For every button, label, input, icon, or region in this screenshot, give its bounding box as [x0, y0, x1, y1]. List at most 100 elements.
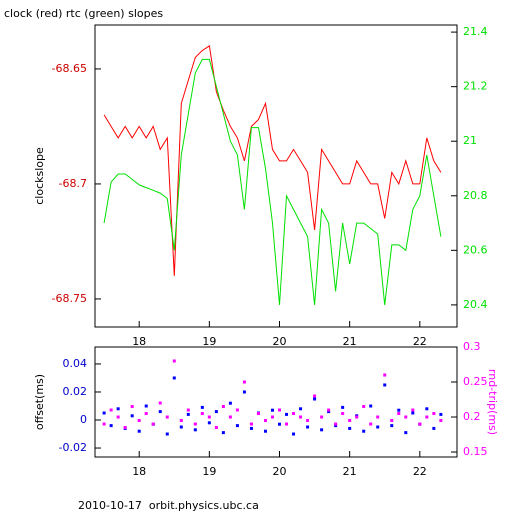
- scatter-point: [299, 415, 303, 419]
- scatter-point: [348, 419, 352, 423]
- scatter-point: [362, 405, 366, 409]
- scatter-point: [200, 412, 204, 416]
- scatter-point: [158, 401, 162, 405]
- scatter-point: [285, 412, 289, 416]
- scatter-point: [235, 424, 239, 428]
- scatter-point: [439, 419, 443, 423]
- scatter-point: [263, 419, 267, 423]
- scatter-point: [214, 426, 218, 430]
- scatter-point: [102, 411, 106, 415]
- scatter-point: [306, 425, 310, 429]
- scatter-point: [348, 426, 352, 430]
- y2-tick-label: 20.8: [463, 189, 488, 202]
- scatter-point: [186, 412, 190, 416]
- x-tick-label: 20: [273, 335, 287, 348]
- scatter-point: [425, 407, 429, 411]
- scatter-point: [165, 432, 169, 436]
- scatter-point: [299, 407, 303, 411]
- scatter-point: [207, 421, 211, 425]
- scatter-point: [242, 380, 246, 384]
- scatter-point: [418, 422, 422, 426]
- scatter-point: [242, 390, 246, 394]
- scatter-point: [341, 405, 345, 409]
- x-tick-label: 18: [132, 465, 146, 478]
- x-tick-label: 19: [202, 465, 216, 478]
- y2-tick-label: 20.6: [463, 243, 488, 256]
- scatter-point: [179, 425, 183, 429]
- scatter-point: [278, 422, 282, 426]
- y2-tick-label: 0.15: [463, 445, 488, 458]
- scatter-point: [334, 424, 338, 428]
- chart-title: clock (red) rtc (green) slopes: [4, 7, 163, 20]
- y-tick-label: 0.04: [63, 357, 88, 370]
- scatter-point: [383, 383, 387, 387]
- y2-tick-label: 21.4: [463, 25, 488, 38]
- y-tick-label: 0: [80, 413, 87, 426]
- y-tick-label: -0.02: [59, 441, 87, 454]
- scatter-point: [313, 397, 317, 401]
- scatter-point: [249, 422, 253, 426]
- scatter-point: [278, 408, 282, 412]
- scatter-point: [193, 422, 197, 426]
- x-tick-label: 21: [343, 335, 357, 348]
- scatter-point: [313, 394, 317, 398]
- scatter-point: [193, 428, 197, 432]
- scatter-point: [102, 422, 106, 426]
- scatter-point: [172, 376, 176, 380]
- scatter-point: [151, 422, 155, 426]
- scatter-point: [425, 415, 429, 419]
- scatter-point: [186, 408, 190, 412]
- scatter-point: [228, 415, 232, 419]
- scatter-point: [179, 419, 183, 423]
- y-tick-label: -68.7: [59, 177, 87, 190]
- scatter-point: [207, 415, 211, 419]
- scatter-point: [221, 431, 225, 435]
- scatter-point: [432, 426, 436, 430]
- y-axis-label: offset(ms): [33, 374, 46, 430]
- scatter-point: [432, 412, 436, 416]
- scatter-point: [172, 359, 176, 363]
- scatter-point: [341, 412, 345, 416]
- scatter-point: [116, 415, 120, 419]
- x-tick-label: 20: [273, 465, 287, 478]
- y2-tick-label: 21.2: [463, 80, 488, 93]
- scatter-point: [369, 422, 373, 426]
- scatter-point: [249, 426, 253, 430]
- line-series: [103, 58, 442, 305]
- scatter-point: [320, 415, 324, 419]
- scatter-point: [390, 424, 394, 428]
- y-axis-label: clockslope: [33, 147, 46, 205]
- scatter-point: [137, 429, 141, 433]
- scatter-point: [292, 432, 296, 436]
- scatter-point: [404, 431, 408, 435]
- scatter-point: [376, 425, 380, 429]
- scatter-point: [123, 426, 127, 430]
- scatter-point: [228, 401, 232, 405]
- x-tick-label: 18: [132, 335, 146, 348]
- scatter-point: [334, 422, 338, 426]
- scatter-point: [109, 424, 113, 428]
- scatter-point: [270, 415, 274, 419]
- x-tick-label: 21: [343, 465, 357, 478]
- y-tick-label: 0.02: [63, 385, 88, 398]
- scatter-point: [116, 407, 120, 411]
- y2-tick-label: 20.4: [463, 298, 488, 311]
- scatter-point: [411, 411, 415, 415]
- scatter-point: [320, 428, 324, 432]
- scatter-point: [397, 412, 401, 416]
- scatter-point: [256, 412, 260, 416]
- scatter-point: [327, 408, 331, 412]
- x-tick-label: 19: [202, 335, 216, 348]
- scatter-point: [369, 404, 373, 408]
- scatter-point: [214, 410, 218, 414]
- scatter-point: [327, 410, 331, 414]
- scatter-point: [144, 404, 148, 408]
- scatter-point: [362, 429, 366, 433]
- line-series: [103, 45, 442, 276]
- y2-tick-label: 0.3: [463, 340, 481, 353]
- scatter-point: [165, 415, 169, 419]
- scatter-point: [285, 422, 289, 426]
- y2-tick-label: 0.25: [463, 375, 488, 388]
- scatter-point: [355, 415, 359, 419]
